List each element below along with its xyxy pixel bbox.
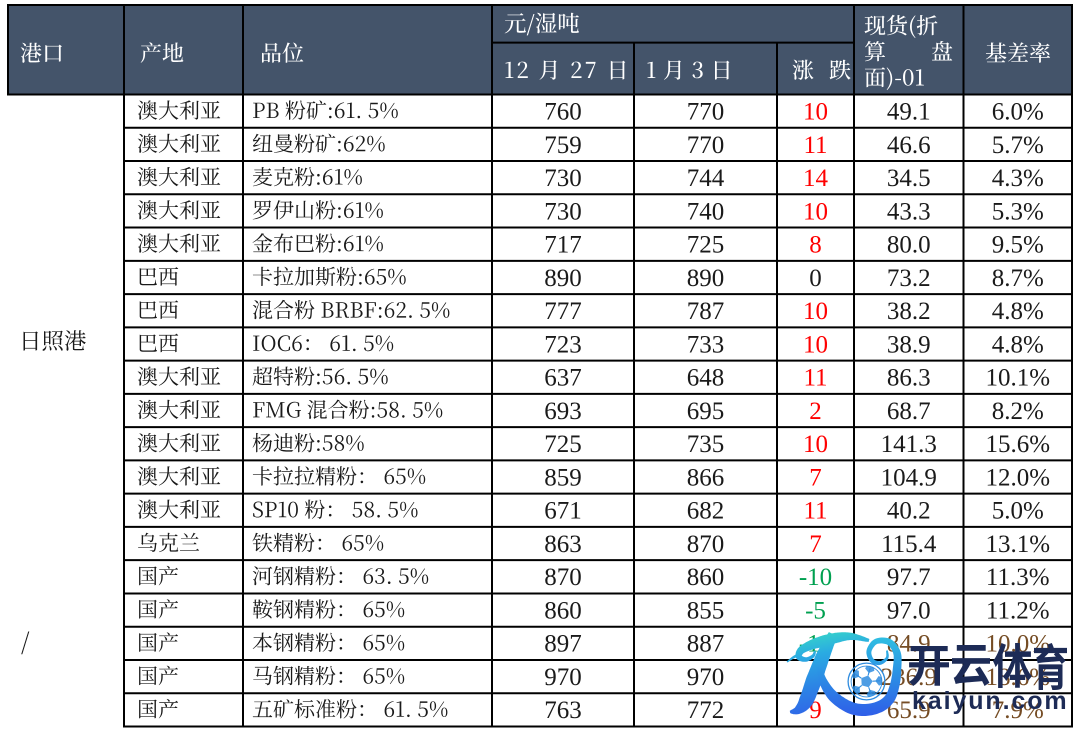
svg-text:693: 693 [544,398,582,425]
svg-text:43.3: 43.3 [887,198,931,225]
svg-text:897: 897 [544,631,582,658]
svg-text:730: 730 [544,198,582,225]
svg-text:10: 10 [803,331,828,358]
svg-text:13.1%: 13.1% [985,531,1050,558]
svg-text:770: 770 [687,132,725,159]
svg-text:763: 763 [544,697,582,724]
svg-text:7: 7 [809,464,822,491]
svg-text:40.2: 40.2 [887,498,931,525]
svg-text:34.5: 34.5 [887,165,931,192]
svg-text:671: 671 [544,498,582,525]
svg-text:760: 760 [544,99,582,126]
svg-text:717: 717 [544,232,582,259]
svg-text:8.7%: 8.7% [992,265,1044,292]
svg-text:730: 730 [544,165,582,192]
svg-text:104.9: 104.9 [881,464,937,491]
svg-text:777: 777 [544,298,582,325]
svg-text:0: 0 [809,265,822,292]
svg-text:97.0: 97.0 [887,597,931,624]
svg-text:80.0: 80.0 [887,232,931,259]
svg-text:14: 14 [803,165,829,192]
svg-text:723: 723 [544,331,582,358]
svg-text:4.8%: 4.8% [992,331,1044,358]
svg-text:5.0%: 5.0% [992,498,1044,525]
svg-text:744: 744 [687,165,725,192]
svg-text:725: 725 [687,232,725,259]
svg-text:4.3%: 4.3% [992,165,1044,192]
svg-text:970: 970 [544,664,582,691]
svg-text:759: 759 [544,132,582,159]
svg-text:8.2%: 8.2% [992,398,1044,425]
svg-text:65.9: 65.9 [887,697,931,724]
svg-text:648: 648 [687,365,725,392]
svg-text:5.3%: 5.3% [992,198,1044,225]
svg-text:10: 10 [803,99,828,126]
svg-text:860: 860 [687,564,725,591]
svg-text:7: 7 [809,531,822,558]
svg-text:38.9: 38.9 [887,331,931,358]
svg-text:73.2: 73.2 [887,265,931,292]
svg-text:115.4: 115.4 [881,531,937,558]
svg-text:10: 10 [803,431,828,458]
svg-text:695: 695 [687,398,725,425]
svg-text:682: 682 [687,498,725,525]
svg-text:890: 890 [687,265,725,292]
svg-text:855: 855 [687,597,725,624]
svg-text:11.3%: 11.3% [986,564,1050,591]
svg-text:733: 733 [687,331,725,358]
svg-text:86.3: 86.3 [887,365,931,392]
svg-text:6.0%: 6.0% [992,99,1044,126]
svg-text:10: 10 [803,298,828,325]
svg-text:870: 870 [544,564,582,591]
svg-text:8: 8 [809,232,822,259]
svg-text:68.7: 68.7 [887,398,931,425]
svg-text:866: 866 [687,464,725,491]
svg-text:97.7: 97.7 [887,564,931,591]
svg-text:770: 770 [687,99,725,126]
svg-text:4.8%: 4.8% [992,298,1044,325]
svg-text:10.1%: 10.1% [985,365,1050,392]
svg-text:46.6: 46.6 [887,132,931,159]
svg-text:11: 11 [803,498,827,525]
svg-text:-5: -5 [805,597,826,624]
svg-text:15.6%: 15.6% [985,431,1050,458]
svg-text:637: 637 [544,365,582,392]
svg-text:887: 887 [687,631,725,658]
svg-text:-10: -10 [799,564,832,591]
svg-text:725: 725 [544,431,582,458]
svg-text:787: 787 [687,298,725,325]
svg-text:860: 860 [544,597,582,624]
svg-text:11: 11 [803,132,827,159]
svg-text:49.1: 49.1 [887,99,931,126]
svg-text:11.2%: 11.2% [986,597,1050,624]
svg-text:970: 970 [687,664,725,691]
svg-text:890: 890 [544,265,582,292]
svg-text:10: 10 [803,198,828,225]
svg-text:141.3: 141.3 [881,431,937,458]
svg-text:870: 870 [687,531,725,558]
svg-text:863: 863 [544,531,582,558]
svg-text:5.7%: 5.7% [992,132,1044,159]
svg-text:859: 859 [544,464,582,491]
svg-text:38.2: 38.2 [887,298,931,325]
svg-text:7.9%: 7.9% [992,697,1044,724]
svg-text:12.0%: 12.0% [985,464,1050,491]
svg-text:kaiyun.com: kaiyun.com [912,687,1069,715]
svg-text:735: 735 [687,431,725,458]
svg-text:740: 740 [687,198,725,225]
svg-text:11: 11 [803,365,827,392]
svg-text:9.5%: 9.5% [992,232,1044,259]
svg-text:2: 2 [809,398,822,425]
svg-text:772: 772 [687,697,725,724]
